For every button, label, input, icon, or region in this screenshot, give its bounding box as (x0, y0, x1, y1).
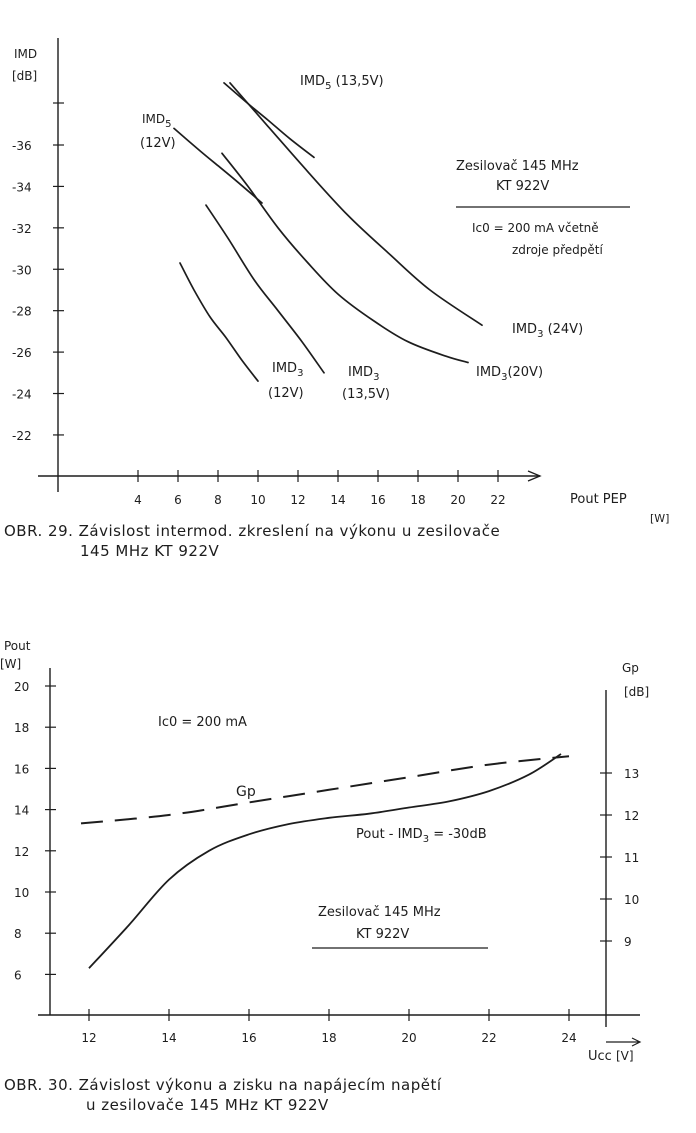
note-text: zdroje předpětí (512, 243, 603, 257)
series-line (223, 82, 315, 159)
left-y-tick-label: 10 (14, 886, 29, 900)
series-label: IMD3(20V) (476, 365, 543, 383)
x-tick-label: 24 (561, 1031, 576, 1045)
x-tick-label: 22 (481, 1031, 496, 1045)
right-y-tick-label: 11 (624, 851, 639, 865)
series-label: (13,5V) (342, 387, 390, 402)
series-line (179, 262, 259, 382)
pout-series-line (88, 753, 562, 969)
x-tick-label: 12 (81, 1031, 96, 1045)
x-axis-unit: [W] (650, 512, 669, 525)
y-tick-label: -32 (12, 222, 32, 236)
figure-30-caption: OBR. 30. Závislost výkonu a zisku na nap… (4, 1076, 442, 1114)
x-axis-arrow (606, 1037, 642, 1047)
series-line (205, 204, 325, 374)
x-axis-title: Ucc (588, 1049, 612, 1064)
right-y-tick-label: 12 (624, 809, 639, 823)
x-axis-arrow (527, 470, 542, 482)
ic-note: Ic0 = 200 mA (158, 715, 247, 730)
x-tick-label: 10 (250, 493, 265, 507)
x-tick-label: 18 (410, 493, 425, 507)
left-y-axis-unit: [W] (0, 657, 21, 671)
figure-30-caption-line2: u zesilovače 145 MHz KT 922V (86, 1096, 329, 1114)
y-tick-label: -22 (12, 429, 32, 443)
x-tick-label: 20 (401, 1031, 416, 1045)
gp-series-line (80, 755, 570, 825)
left-y-tick-label: 20 (14, 680, 29, 694)
note-text: Ic0 = 200 mA včetně (472, 221, 599, 235)
left-y-tick-label: 14 (14, 804, 29, 818)
x-axis-title: Pout PEP (570, 492, 627, 507)
y-axis-unit: [dB] (12, 69, 37, 83)
pout-series-label: Pout - IMD3 = -30dB (356, 827, 487, 845)
gp-series-label: Gp (236, 784, 256, 800)
y-tick-label: -36 (12, 139, 32, 153)
note-text: Zesilovač 145 MHz (456, 159, 579, 174)
left-y-tick-label: 6 (14, 968, 22, 982)
x-tick-label: 8 (214, 493, 222, 507)
series-line (173, 127, 263, 204)
x-tick-label: 12 (290, 493, 305, 507)
x-tick-label: 16 (241, 1031, 256, 1045)
right-y-tick-label: 9 (624, 935, 632, 949)
right-y-axis-unit: [dB] (624, 685, 649, 699)
x-axis-unit: [V] (616, 1049, 634, 1063)
series-label: (12V) (268, 386, 304, 401)
series-line (229, 82, 483, 327)
x-tick-label: 18 (321, 1031, 336, 1045)
figure-30-caption-line1: OBR. 30. Závislost výkonu a zisku na nap… (4, 1076, 442, 1094)
series-label: IMD3 (272, 361, 303, 379)
x-tick-label: 4 (134, 493, 142, 507)
x-tick-label: 6 (174, 493, 182, 507)
y-tick-label: -34 (12, 180, 32, 194)
figure-29-caption: OBR. 29. Závislost intermod. zkreslení n… (4, 522, 500, 560)
x-tick-label: 20 (450, 493, 465, 507)
note-text: Zesilovač 145 MHz (318, 905, 441, 920)
right-y-axis-title: Gp (622, 661, 639, 675)
right-y-tick-label: 10 (624, 893, 639, 907)
left-y-tick-label: 18 (14, 721, 29, 735)
series-label: IMD3 (24V) (512, 322, 583, 340)
figure-29-caption-line1: OBR. 29. Závislost intermod. zkreslení n… (4, 522, 501, 540)
y-tick-label: -26 (12, 346, 32, 360)
left-y-tick-label: 16 (14, 762, 29, 776)
left-y-axis-title: Pout (4, 639, 31, 653)
note-text: KT 922V (356, 927, 409, 942)
x-tick-label: 22 (490, 493, 505, 507)
right-y-tick-label: 13 (624, 767, 639, 781)
imd-vs-power-chart: IMD [dB] Pout PEP [W] -36 -34 -32 -30 -28 -26 -24 -… (12, 38, 669, 525)
series-label: IMD5 (13,5V) (300, 74, 384, 92)
y-tick-label: -30 (12, 263, 32, 277)
series-label: IMD5 (142, 112, 172, 130)
x-tick-label: 14 (161, 1031, 176, 1045)
x-tick-label: 16 (370, 493, 385, 507)
note-text: KT 922V (496, 179, 549, 194)
left-y-tick-label: 8 (14, 927, 22, 941)
left-y-tick-label: 12 (14, 845, 29, 859)
y-tick-label: -24 (12, 388, 32, 402)
x-tick-label: 14 (330, 493, 345, 507)
series-label: IMD3 (348, 365, 379, 383)
y-tick-label: -28 (12, 305, 32, 319)
figure-29-caption-line2: 145 MHz KT 922V (80, 542, 220, 560)
y-axis-title: IMD (14, 47, 37, 61)
series-line (221, 152, 469, 364)
series-label: (12V) (140, 136, 176, 151)
